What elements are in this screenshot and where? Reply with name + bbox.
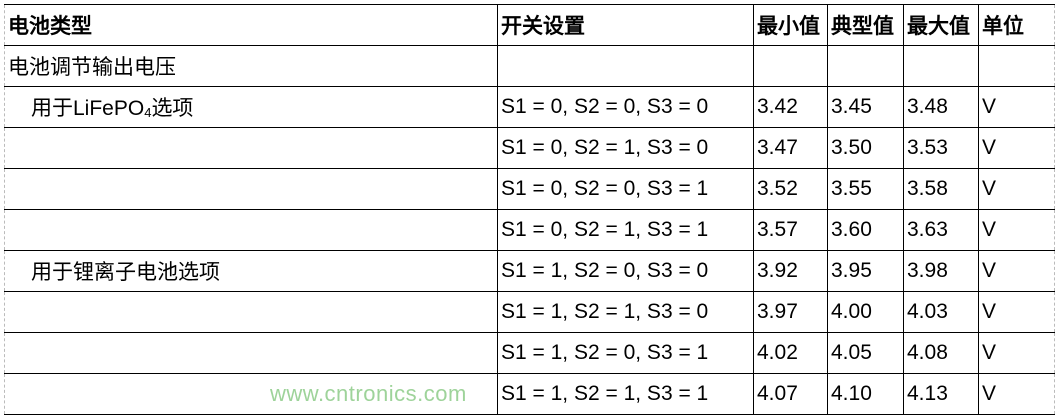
header-max: 最大值 <box>903 4 979 46</box>
empty-cell <box>4 209 498 251</box>
typ-cell: 3.95 <box>827 250 904 292</box>
group-label: 用于LiFePO4选项 <box>4 86 498 128</box>
typ-cell: 4.05 <box>827 332 904 374</box>
table-row: S1 = 1, S2 = 1, S3 = 1 4.07 4.10 4.13 V <box>4 373 1055 415</box>
group-label-subscript: 4 <box>144 105 152 120</box>
empty-cell <box>827 45 904 87</box>
switch-cell: S1 = 1, S2 = 1, S3 = 0 <box>497 291 754 333</box>
header-typ: 典型值 <box>827 4 904 46</box>
max-cell: 3.58 <box>903 168 979 210</box>
group-label-suffix: 选项 <box>151 97 194 120</box>
header-switch-setting: 开关设置 <box>497 4 754 46</box>
group-label-text: 用于LiFePO <box>31 97 145 120</box>
max-cell: 3.63 <box>903 209 979 251</box>
empty-cell <box>903 45 979 87</box>
unit-cell: V <box>978 332 1055 374</box>
unit-cell: V <box>978 127 1055 169</box>
switch-cell: S1 = 0, S2 = 0, S3 = 0 <box>497 86 754 128</box>
table-row: S1 = 0, S2 = 1, S3 = 1 3.57 3.60 3.63 V <box>4 209 1055 251</box>
switch-cell: S1 = 0, S2 = 0, S3 = 1 <box>497 168 754 210</box>
header-row: 电池类型 开关设置 最小值 典型值 最大值 单位 <box>4 4 1055 46</box>
empty-cell <box>4 291 498 333</box>
table-row: S1 = 1, S2 = 0, S3 = 1 4.02 4.05 4.08 V <box>4 332 1055 374</box>
switch-cell: S1 = 1, S2 = 1, S3 = 1 <box>497 373 754 415</box>
min-cell: 3.97 <box>753 291 828 333</box>
unit-cell: V <box>978 250 1055 292</box>
table-row: S1 = 0, S2 = 1, S3 = 0 3.47 3.50 3.53 V <box>4 127 1055 169</box>
table-row: S1 = 1, S2 = 1, S3 = 0 3.97 4.00 4.03 V <box>4 291 1055 333</box>
typ-cell: 4.10 <box>827 373 904 415</box>
header-min: 最小值 <box>753 4 828 46</box>
empty-cell <box>497 45 754 87</box>
typ-cell: 3.50 <box>827 127 904 169</box>
max-cell: 3.48 <box>903 86 979 128</box>
typ-cell: 3.45 <box>827 86 904 128</box>
max-cell: 3.98 <box>903 250 979 292</box>
min-cell: 3.47 <box>753 127 828 169</box>
switch-cell: S1 = 1, S2 = 0, S3 = 1 <box>497 332 754 374</box>
header-unit: 单位 <box>978 4 1055 46</box>
unit-cell: V <box>978 86 1055 128</box>
group-label: 用于锂离子电池选项 <box>4 250 498 292</box>
min-cell: 3.57 <box>753 209 828 251</box>
switch-cell: S1 = 0, S2 = 1, S3 = 0 <box>497 127 754 169</box>
empty-cell <box>4 373 498 415</box>
min-cell: 4.07 <box>753 373 828 415</box>
min-cell: 3.92 <box>753 250 828 292</box>
empty-cell <box>4 332 498 374</box>
min-cell: 3.52 <box>753 168 828 210</box>
empty-cell <box>4 127 498 169</box>
typ-cell: 4.00 <box>827 291 904 333</box>
section-label: 电池调节输出电压 <box>4 45 498 87</box>
table-row: 用于LiFePO4选项 S1 = 0, S2 = 0, S3 = 0 3.42 3.4… <box>4 86 1055 128</box>
min-cell: 3.42 <box>753 86 828 128</box>
group-label-text: 用于锂离子电池选项 <box>31 261 220 284</box>
table-row: S1 = 0, S2 = 0, S3 = 1 3.52 3.55 3.58 V <box>4 168 1055 210</box>
max-cell: 4.03 <box>903 291 979 333</box>
typ-cell: 3.55 <box>827 168 904 210</box>
header-battery-type: 电池类型 <box>4 4 498 46</box>
empty-cell <box>753 45 828 87</box>
battery-voltage-table: 电池类型 开关设置 最小值 典型值 最大值 单位 电池调节输出电压 用于LiFe… <box>4 4 1055 415</box>
table-row: 用于锂离子电池选项 S1 = 1, S2 = 0, S3 = 0 3.92 3.95 3… <box>4 250 1055 292</box>
unit-cell: V <box>978 373 1055 415</box>
switch-cell: S1 = 0, S2 = 1, S3 = 1 <box>497 209 754 251</box>
empty-cell <box>4 168 498 210</box>
unit-cell: V <box>978 209 1055 251</box>
max-cell: 4.13 <box>903 373 979 415</box>
unit-cell: V <box>978 168 1055 210</box>
watermark: www.cntronics.com <box>270 381 467 406</box>
switch-cell: S1 = 1, S2 = 0, S3 = 0 <box>497 250 754 292</box>
min-cell: 4.02 <box>753 332 828 374</box>
max-cell: 4.08 <box>903 332 979 374</box>
max-cell: 3.53 <box>903 127 979 169</box>
empty-cell <box>978 45 1055 87</box>
unit-cell: V <box>978 291 1055 333</box>
section-row: 电池调节输出电压 <box>4 45 1055 87</box>
typ-cell: 3.60 <box>827 209 904 251</box>
